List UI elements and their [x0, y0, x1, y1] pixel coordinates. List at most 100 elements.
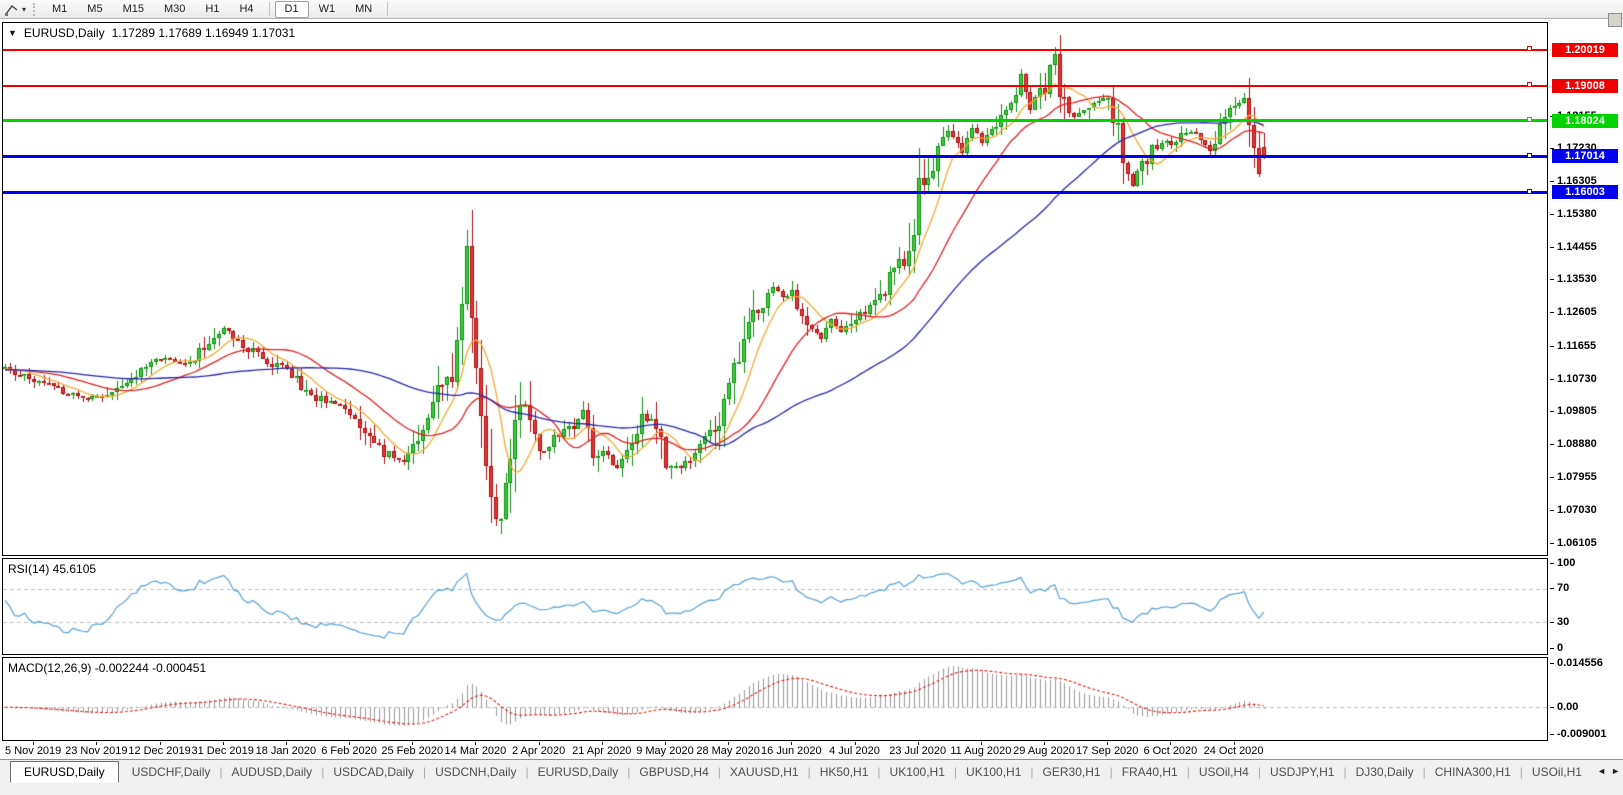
tab-audusd-daily[interactable]: AUDUSD,Daily: [231, 764, 313, 779]
rsi-axis-tick: 100: [1549, 556, 1576, 569]
macd-axis-tick: 0.014556: [1550, 657, 1603, 670]
tab-usdchf-daily[interactable]: USDCHF,Daily: [131, 764, 211, 779]
tab-separator: |: [1343, 765, 1347, 779]
level-line-1.19008[interactable]: [3, 82, 1547, 88]
tab-eurusd-daily[interactable]: EURUSD,Daily: [10, 761, 119, 783]
collapse-title-icon[interactable]: ▼: [8, 28, 17, 38]
date-tick-mark: [855, 742, 856, 745]
tab-dj30-daily[interactable]: DJ30,Daily: [1355, 764, 1414, 779]
tab-separator: |: [877, 765, 881, 779]
tab-scroll-left-icon[interactable]: ◄: [1597, 766, 1607, 776]
level-line-1.20019[interactable]: [3, 46, 1547, 52]
tab-scroll-buttons: ◄ ►: [1597, 766, 1620, 776]
tab-usoil-h4[interactable]: USOil,H4: [1198, 764, 1249, 779]
date-tick-mark: [539, 742, 540, 745]
trendline-tool-icon: [5, 5, 18, 16]
date-tick-mark: [96, 742, 97, 745]
timeframe-button-d1[interactable]: D1: [274, 0, 309, 18]
level-handle-1.20019[interactable]: [1527, 46, 1532, 52]
tab-usdcnh-daily[interactable]: USDCNH,Daily: [435, 764, 517, 779]
level-price-label: 1.20019: [1552, 42, 1618, 57]
date-label: 4 Jul 2020: [829, 745, 880, 757]
timeframe-button-h4[interactable]: H4: [239, 2, 254, 15]
price-axis-tick: 1.12605: [1550, 306, 1597, 319]
level-line-1.17014[interactable]: [3, 152, 1547, 158]
date-label: 21 Apr 2020: [572, 745, 632, 757]
date-label: 24 Oct 2020: [1203, 745, 1264, 757]
level-line-1.16003[interactable]: [3, 188, 1547, 194]
draw-tool-button[interactable]: ▾: [0, 2, 29, 16]
tab-fra40-h1[interactable]: FRA40,H1: [1121, 764, 1178, 779]
date-tick-mark: [1044, 742, 1045, 745]
toolbar-grip[interactable]: [33, 2, 36, 16]
date-tick-mark: [791, 742, 792, 745]
tab-uk100-h1[interactable]: UK100,H1: [889, 764, 945, 779]
date-label: 28 May 2020: [696, 745, 760, 757]
tab-scroll-right-icon[interactable]: ►: [1611, 766, 1620, 776]
timeframe-buttons: M1 M5 M15 M30 H1 H4 D1 W1 MN: [42, 0, 382, 18]
date-tick-mark: [223, 742, 224, 745]
date-tick-mark: [475, 742, 476, 745]
level-line-1.18024[interactable]: [3, 117, 1547, 123]
date-label: 23 Jul 2020: [889, 745, 947, 757]
date-label: 25 Feb 2020: [381, 745, 444, 757]
chart-window-button[interactable]: [1608, 13, 1622, 27]
date-label: 14 Mar 2020: [444, 745, 507, 757]
toolbar-divider: [387, 2, 389, 16]
tab-separator: |: [525, 765, 529, 779]
tab-usdcad-daily[interactable]: USDCAD,Daily: [333, 764, 414, 779]
macd-axis[interactable]: 0.014556 0.00 -0.009001: [1549, 657, 1623, 740]
main-chart-canvas[interactable]: [3, 23, 1547, 555]
level-handle-1.19008[interactable]: [1527, 82, 1532, 88]
macd-label: MACD(12,26,9) -0.002244 -0.000451: [8, 661, 207, 675]
price-axis-tick: 1.14455: [1550, 240, 1597, 253]
macd-canvas[interactable]: [3, 658, 1547, 740]
tab-separator: |: [1257, 765, 1261, 779]
timeframe-button-w1[interactable]: W1: [318, 2, 336, 15]
timeframe-toolbar: ▾ M1 M5 M15 M30 H1 H4 D1 W1 MN: [0, 0, 1623, 19]
level-handle-1.16003[interactable]: [1527, 188, 1532, 194]
timeframe-button-mn[interactable]: MN: [355, 2, 373, 15]
timeframe-button-m15[interactable]: M15: [122, 2, 144, 15]
price-axis[interactable]: 1.200191.190081.180241.170141.160031.181…: [1549, 23, 1623, 555]
level-handle-1.17014[interactable]: [1527, 152, 1532, 158]
timeframe-button-m5[interactable]: M5: [87, 2, 103, 15]
timeframe-button-h1[interactable]: H1: [205, 2, 220, 15]
tab-separator: |: [1422, 765, 1426, 779]
date-label: 5 Nov 2019: [5, 745, 62, 757]
date-tick-mark: [1107, 742, 1108, 745]
date-tick-mark: [33, 742, 34, 745]
date-tick-mark: [1234, 742, 1235, 745]
tab-usoil-h1[interactable]: USOil,H1: [1531, 764, 1582, 779]
timeframe-button-m30[interactable]: M30: [163, 2, 186, 15]
price-axis-tick: 1.09805: [1550, 405, 1597, 418]
timeframe-button-m1[interactable]: M1: [52, 2, 68, 15]
macd-axis-tick: -0.009001: [1550, 727, 1607, 740]
date-label: 2 Apr 2020: [511, 745, 566, 757]
tab-gbpusd-h4[interactable]: GBPUSD,H4: [639, 764, 709, 779]
macd-axis-tick: 0.00: [1549, 700, 1579, 713]
tab-hk50-h1[interactable]: HK50,H1: [819, 764, 869, 779]
date-tick-mark: [981, 742, 982, 745]
date-axis[interactable]: 5 Nov 2019 23 Nov 2019 12 Dec 2019 31 Dec 2…: [2, 742, 1548, 758]
rsi-axis[interactable]: 100 70 30 0: [1549, 556, 1623, 654]
tab-uk100-h1[interactable]: UK100,H1: [966, 764, 1022, 779]
tab-separator: |: [807, 765, 811, 779]
price-axis-tick: 1.06105: [1550, 536, 1597, 549]
tab-xauusd-h1[interactable]: XAUUSD,H1: [729, 764, 799, 779]
rsi-canvas[interactable]: [3, 559, 1547, 654]
tab-china300-h1[interactable]: CHINA300,H1: [1434, 764, 1511, 779]
date-tick-mark: [412, 742, 413, 745]
macd-panel: MACD(12,26,9) -0.002244 -0.000451: [2, 657, 1548, 741]
tab-usdjpy-h1[interactable]: USDJPY,H1: [1269, 764, 1335, 779]
price-axis-tick: 1.11655: [1549, 339, 1597, 352]
tab-ger30-h1[interactable]: GER30,H1: [1042, 764, 1101, 779]
tab-separator: |: [1109, 765, 1113, 779]
rsi-axis-tick: 0: [1549, 641, 1564, 654]
date-label: 16 Jun 2020: [761, 745, 822, 757]
level-handle-1.18024[interactable]: [1527, 117, 1532, 123]
date-label: 6 Feb 2020: [321, 745, 377, 757]
tab-eurusd-daily[interactable]: EURUSD,Daily: [537, 764, 619, 779]
tab-separator: |: [1030, 765, 1034, 779]
chart-ohlc-values: 1.17289 1.17689 1.16949 1.17031: [111, 26, 296, 40]
